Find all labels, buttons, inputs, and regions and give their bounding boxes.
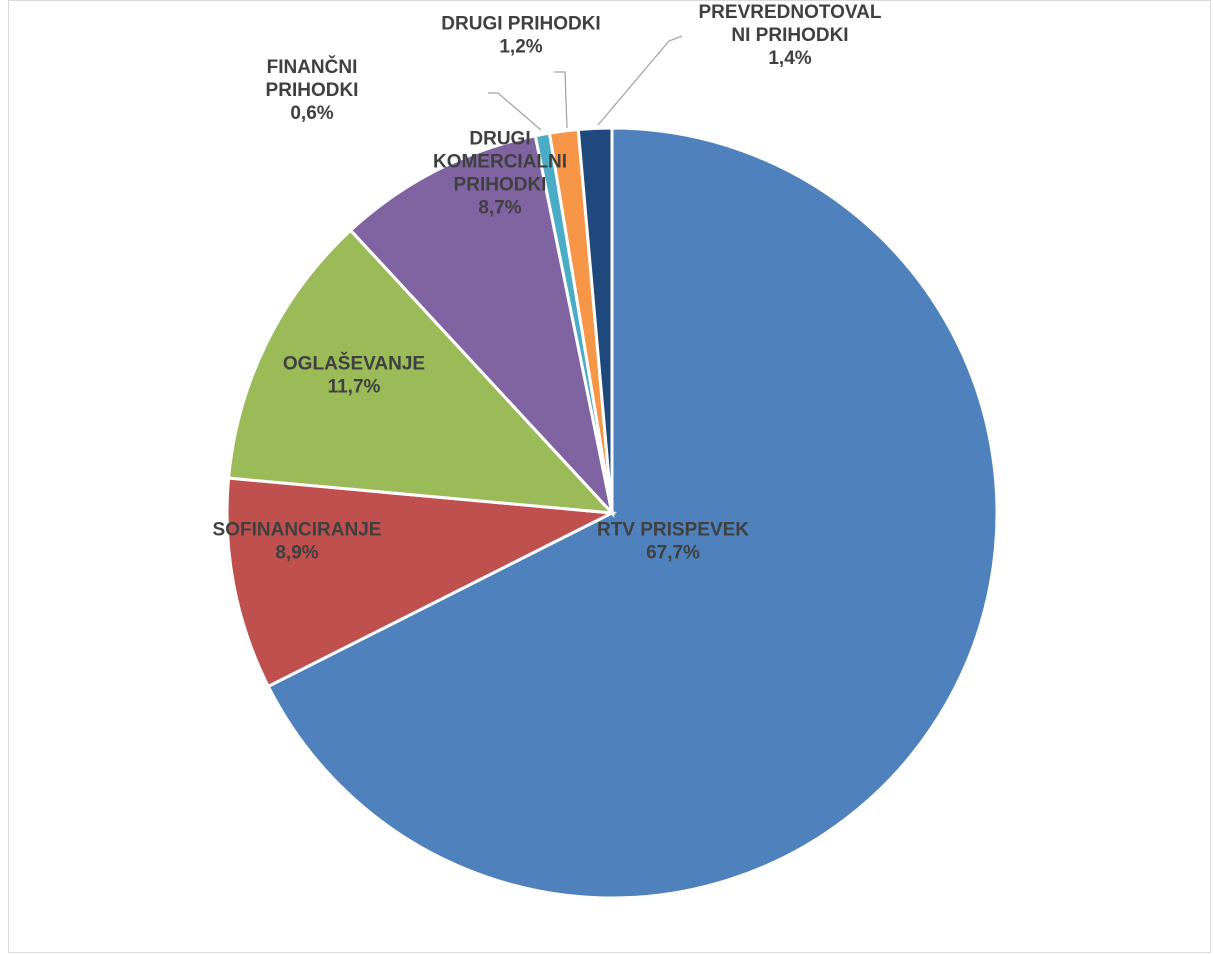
data-label-category: RTV PRISPEVEK — [597, 520, 749, 541]
data-label: SOFINANCIRANJE 8,9% — [213, 520, 382, 564]
data-label-category: OGLAŠEVANJE — [283, 353, 425, 375]
leader-line — [488, 92, 542, 131]
data-label: DRUGI PRIHODKI 1,2% — [441, 14, 600, 58]
data-label-value: 67,7% — [646, 543, 700, 564]
data-label: OGLAŠEVANJE 11,7% — [283, 353, 425, 398]
leader-line — [554, 71, 568, 129]
data-labels: RTV PRISPEVEK 67,7% SOFINANCIRANJE 8,9% OGLA… — [213, 2, 882, 564]
data-label: RTV PRISPEVEK 67,7% — [597, 520, 749, 564]
data-label-category: PRIHODKI — [266, 80, 359, 101]
data-label: FINANČNI PRIHODKI 0,6% — [266, 56, 359, 124]
data-label: PREVREDNOTOVAL NI PRIHODKI 1,4% — [699, 2, 882, 69]
data-label-category: PRIHODKI — [454, 175, 547, 196]
data-label-value: 8,9% — [275, 543, 318, 564]
pie-slice-rtv-prispevek — [266, 126, 999, 900]
leader-line — [597, 35, 683, 126]
data-label-category: DRUGI PRIHODKI — [441, 14, 600, 35]
pie-slice-drugi-komercialni-prihodki — [348, 133, 615, 518]
pie-slice-sofinanciranje — [225, 476, 618, 689]
leader-lines — [488, 35, 683, 131]
data-label-category: FINANČNI — [267, 56, 358, 78]
pie-slices — [225, 126, 999, 900]
pie-slice-ogla-evanje — [226, 228, 616, 515]
data-label-category: KOMERCIALNI — [433, 152, 567, 173]
data-label-value: 0,6% — [290, 103, 333, 124]
data-label-value: 11,7% — [328, 377, 381, 398]
data-label-category: PREVREDNOTOVAL — [699, 2, 882, 23]
data-label-value: 8,7% — [478, 198, 521, 219]
data-label: DRUGI KOMERCIALNI PRIHODKI 8,7% — [433, 129, 567, 219]
data-label-value: 1,4% — [768, 48, 811, 69]
data-label-category: SOFINANCIRANJE — [213, 520, 382, 541]
data-label-category: NI PRIHODKI — [731, 25, 848, 46]
pie-slice-prevrednotovalni-prihodki — [576, 126, 614, 514]
data-label-value: 1,2% — [499, 37, 542, 58]
data-label-category: DRUGI — [469, 129, 530, 150]
